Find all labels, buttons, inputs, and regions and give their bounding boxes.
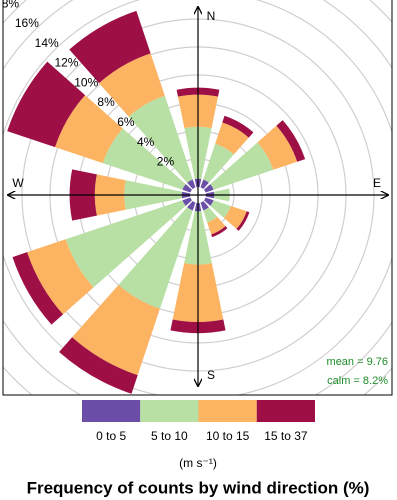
wedge [203, 197, 214, 206]
legend-swatch [198, 400, 257, 422]
legend-swatch [256, 400, 315, 422]
r-tick-label: 14% [35, 36, 59, 50]
r-tick-label: 16% [15, 16, 39, 30]
legend-label: 15 to 37 [264, 429, 308, 443]
compass-label: S [207, 368, 215, 382]
wedge [59, 337, 138, 394]
wedge [210, 142, 274, 190]
wedge [203, 207, 218, 223]
wedge [182, 197, 193, 206]
wedge [210, 200, 231, 218]
wedge [223, 205, 247, 230]
r-tick-label: 8% [97, 95, 115, 109]
wedge [200, 179, 209, 190]
wedge [69, 10, 151, 84]
wedge [102, 128, 186, 190]
wedge [54, 95, 123, 164]
wedge [182, 184, 193, 193]
panel-border [2, 0, 393, 396]
compass-label: W [12, 176, 24, 190]
chart-title: Frequency of counts by wind direction (%… [27, 478, 370, 497]
wedge [128, 95, 193, 183]
wedge [118, 207, 193, 309]
wedge [236, 211, 250, 231]
calm-label: calm = 8.2% [327, 375, 388, 387]
wedge [276, 120, 306, 162]
legend-label: 5 to 10 [151, 429, 188, 443]
wedge [187, 179, 196, 190]
wedge [207, 216, 226, 235]
r-tick-label: 10% [74, 75, 98, 89]
legend-swatch [82, 400, 141, 422]
wedge [211, 226, 228, 238]
wedge [203, 143, 234, 183]
wedge [7, 61, 86, 148]
wedge [72, 284, 160, 376]
wedge [99, 53, 165, 117]
compass-label: N [207, 9, 216, 23]
rose: N E S W 2%4%6%8% 10% 12% 14% 16% 18% [0, 0, 392, 395]
mean-label: mean = 9.76 [327, 356, 388, 368]
r-tick-label: 12% [54, 56, 78, 70]
wedge [203, 184, 214, 193]
legend: 0 to 5 5 to 10 10 to 15 15 to 37 [82, 400, 315, 443]
r-tick-label: 18% [0, 0, 19, 10]
r-tick-label: 6% [117, 115, 135, 129]
legend-swatch [140, 400, 199, 422]
units-label: (m s⁻¹) [179, 456, 217, 470]
wedge [215, 122, 249, 155]
legend-label: 10 to 15 [206, 429, 250, 443]
wedge [27, 239, 94, 315]
wedge [222, 115, 254, 138]
wedge [200, 200, 209, 211]
wedge [257, 125, 298, 170]
wedge [12, 252, 64, 325]
wedge [65, 200, 186, 288]
compass-label: E [373, 176, 381, 190]
wedge [187, 200, 196, 211]
r-tick-label: 4% [137, 135, 155, 149]
legend-label: 0 to 5 [96, 429, 126, 443]
r-tick-label: 2% [157, 155, 175, 169]
